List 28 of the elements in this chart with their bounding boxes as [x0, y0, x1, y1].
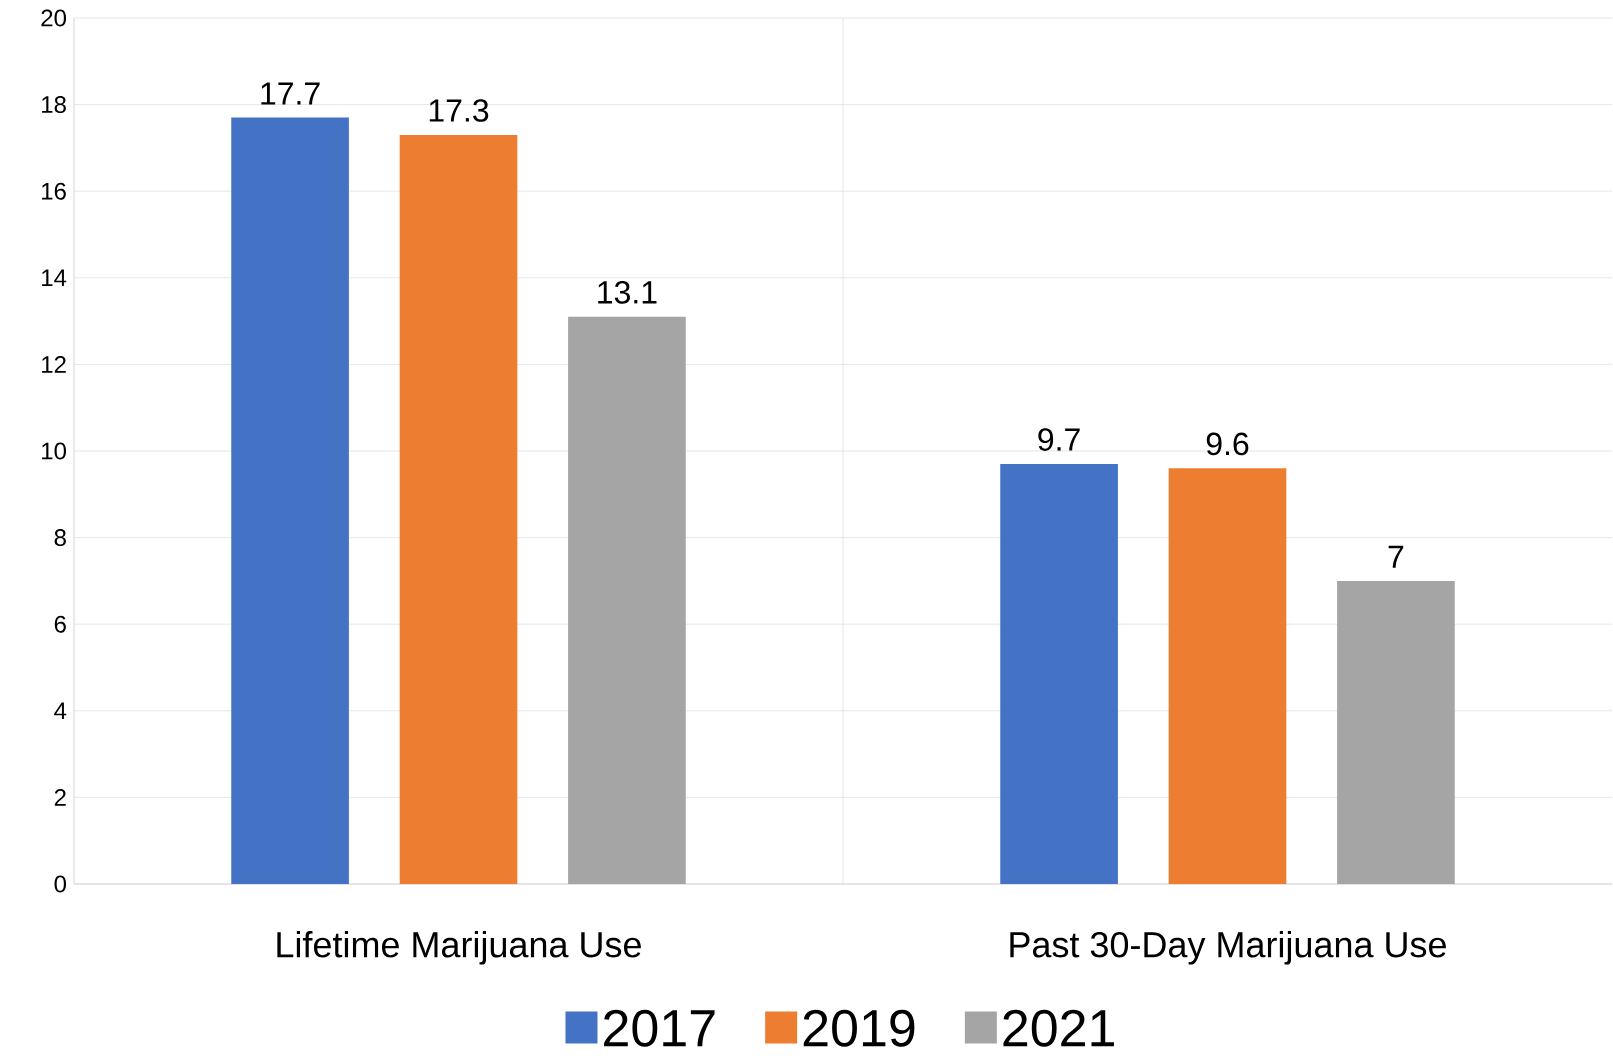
data-label: 9.6: [1206, 432, 1249, 456]
bar: [1000, 463, 1118, 884]
data-label: 17.7: [261, 82, 320, 105]
y-tick-label: 12: [42, 356, 66, 373]
y-tick-label: 14: [42, 269, 67, 287]
y-tick-label: 20: [41, 9, 67, 27]
bar: [568, 316, 686, 884]
y-tick-label: 18: [42, 96, 66, 114]
data-label: 7: [1388, 545, 1404, 568]
legend-label: 2021: [1003, 1009, 1114, 1047]
x-tick-label: Lifetime Marijuana Use: [277, 931, 641, 965]
legend-label: 2019: [803, 1009, 915, 1047]
data-label: 17.3: [429, 99, 489, 122]
y-tick-label: 0: [54, 875, 67, 893]
bar: [231, 117, 349, 884]
bar: [399, 134, 518, 884]
y-tick-label: 4: [54, 702, 67, 720]
data-label: 9.7: [1038, 428, 1080, 451]
y-tick-label: 6: [54, 615, 66, 633]
y-tick-label: 2: [54, 789, 66, 806]
y-tick-label: 10: [42, 442, 67, 460]
data-label: 13.1: [598, 281, 657, 304]
x-tick-label: Past 30-Day Marijuana Use: [1010, 931, 1446, 965]
bar: [1168, 468, 1287, 884]
y-tick-label: 8: [54, 529, 66, 547]
bar: [1337, 580, 1455, 884]
legend-label: 2017: [604, 1009, 715, 1047]
y-tick-label: 16: [42, 182, 66, 200]
